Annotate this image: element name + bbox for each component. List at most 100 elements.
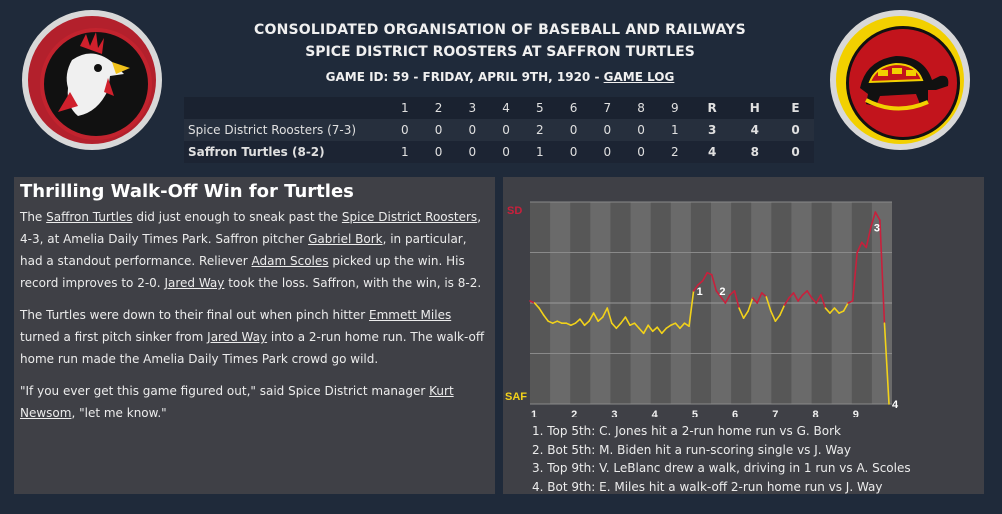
inning-header: 8 [624, 97, 658, 119]
inning-label: 5 [692, 409, 698, 417]
team-column-header [184, 97, 388, 119]
win-probability-segment [774, 314, 781, 322]
win-probability-segment [801, 290, 809, 296]
away-team-name[interactable]: Spice District Roosters (7-3) [184, 119, 388, 141]
win-probability-segment [710, 273, 718, 292]
story-text: , "let me know." [71, 406, 167, 420]
win-probability-segment [838, 310, 845, 314]
inning-header: 4 [489, 97, 523, 119]
win-probability-segment [729, 290, 736, 296]
win-probability-segment [551, 320, 559, 324]
win-probability-segment [533, 302, 540, 309]
inning-score: 0 [421, 141, 456, 163]
story-text: took the loss. Saffron, with the win, is… [224, 276, 482, 290]
inning-label: 1 [531, 409, 537, 417]
inning-header: 7 [590, 97, 625, 119]
home-team-logo [830, 10, 970, 150]
player-link[interactable]: Adam Scoles [251, 254, 329, 268]
player-link[interactable]: Spice District Roosters [341, 210, 478, 224]
inning-score: 0 [455, 119, 490, 141]
event-marker: 4 [892, 399, 899, 411]
game-info: GAME ID: 59 - FRIDAY, APRIL 9TH, 1920 - … [180, 70, 820, 84]
home-team-name[interactable]: Saffron Turtles (8-2) [184, 141, 388, 163]
win-probability-panel: SD SAF 1 2 3 4 5 6 7 8 9 1 2 3 4 1. Top 5th: C. Jones … [503, 177, 984, 494]
home-runs: 4 [691, 141, 733, 163]
turtle-icon [860, 56, 949, 111]
win-probability-segment [860, 241, 868, 249]
win-probability-segment [733, 290, 740, 309]
win-probability-segment [820, 294, 827, 309]
win-probability-segment [547, 320, 554, 324]
home-label: SAF [505, 391, 527, 403]
inning-score: 0 [556, 141, 591, 163]
game-log-link[interactable]: GAME LOG [603, 70, 675, 84]
win-probability-segment [610, 322, 618, 330]
inning-score: 1 [658, 119, 692, 141]
inning-score: 0 [624, 141, 658, 163]
player-link[interactable]: Jared Way [207, 330, 268, 344]
win-probability-segment [683, 322, 690, 328]
win-probability-segment [556, 320, 563, 324]
win-probability-segment [720, 296, 727, 304]
win-probability-segment [574, 318, 581, 324]
win-probability-segment [847, 300, 854, 304]
story-paragraph: The Saffron Turtles did just enough to s… [20, 206, 489, 294]
win-probability-segment [751, 297, 759, 304]
game-info-text: GAME ID: 59 - FRIDAY, APRIL 9TH, 1920 - [325, 70, 604, 84]
inning-header: 5 [523, 97, 557, 119]
player-link[interactable]: Kurt Newsom [20, 384, 454, 420]
away-label: SD [507, 205, 522, 217]
player-link[interactable]: Gabriel Bork [308, 232, 383, 246]
inning-score: 0 [590, 119, 625, 141]
inning-header: 9 [658, 97, 692, 119]
win-probability-segment [542, 314, 549, 322]
win-probability-segment [647, 324, 654, 333]
win-probability-segment [756, 292, 763, 304]
win-probability-segment [865, 226, 872, 249]
win-probability-segment [724, 294, 731, 304]
inning-header: 6 [556, 97, 591, 119]
inning-score: 2 [523, 119, 557, 141]
inning-header: 3 [455, 97, 490, 119]
inning-score: 1 [523, 141, 557, 163]
win-probability-segment [742, 310, 749, 319]
win-probability-segment [642, 324, 649, 335]
win-probability-segment [829, 307, 836, 314]
win-probability-segment [565, 322, 572, 327]
story-text: did just enough to sneak past the [132, 210, 342, 224]
win-probability-segment [529, 300, 536, 304]
player-link[interactable]: Saffron Turtles [46, 210, 133, 224]
event-marker: 3 [874, 222, 880, 234]
story-text: picked up the win. His record improves t… [20, 254, 465, 290]
win-probability-segment [747, 297, 754, 312]
inning-score: 0 [624, 119, 658, 141]
win-probability-segment [633, 322, 640, 330]
win-probability-segment [824, 307, 831, 314]
win-probability-segment [851, 251, 858, 302]
win-probability-segment [883, 322, 890, 405]
win-probability-segment [606, 307, 613, 324]
story-text: , 4-3, at Amelia Daily Times Park. Saffr… [20, 210, 482, 246]
win-probability-segment [874, 211, 881, 221]
inning-label: 2 [571, 409, 577, 417]
event-marker: 2 [719, 286, 725, 298]
inning-score: 0 [388, 119, 422, 141]
home-errors: 0 [776, 141, 814, 163]
win-probability-segment [679, 322, 686, 330]
home-linescore-row: Saffron Turtles (8-2) 1 0 0 0 1 0 0 0 2 … [184, 141, 814, 163]
story-text: The Turtles were down to their final out… [20, 308, 369, 322]
player-link[interactable]: Jared Way [164, 276, 225, 290]
story-text: , in particular, had a standout performa… [20, 232, 467, 268]
inning-label: 7 [772, 409, 778, 417]
win-probability-segment [592, 312, 599, 322]
league-title: CONSOLIDATED ORGANISATION OF BASEBALL AN… [254, 22, 746, 38]
win-probability-segment [792, 292, 799, 302]
rooster-icon [58, 32, 130, 116]
key-play-note: 1. Top 5th: C. Jones hit a 2-run home ru… [532, 424, 841, 438]
player-link[interactable]: Emmett Miles [368, 308, 452, 322]
win-probability-segment [870, 211, 877, 229]
win-probability-segment [624, 316, 631, 327]
home-hits: 8 [732, 141, 777, 163]
win-probability-segment [706, 271, 713, 276]
inning-score: 0 [421, 119, 456, 141]
